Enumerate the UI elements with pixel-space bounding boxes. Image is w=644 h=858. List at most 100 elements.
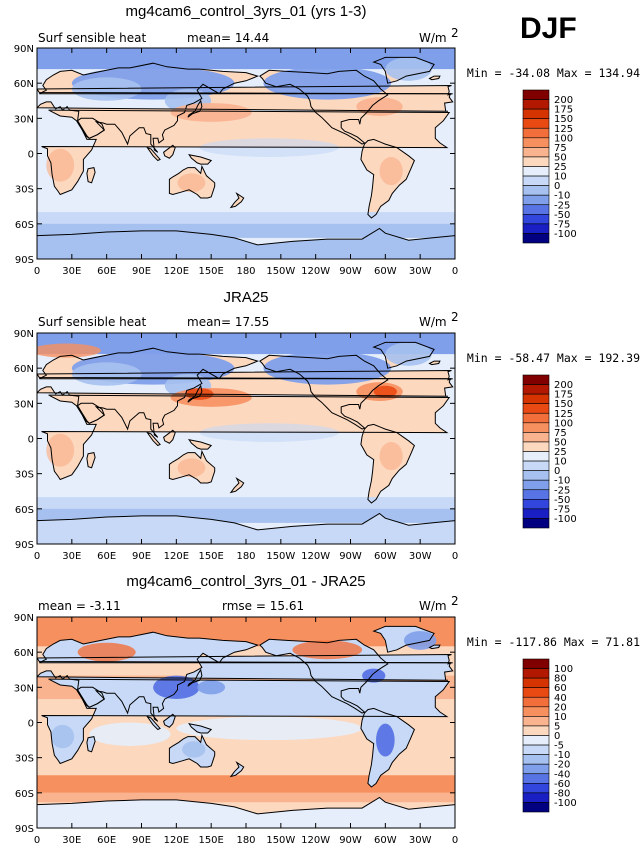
season-label: DJF	[520, 12, 577, 45]
lon-tick-label: 90W	[339, 266, 362, 277]
colorbar-swatch	[522, 479, 550, 491]
min-max-label: Min = -117.86 Max = 71.81	[467, 635, 640, 649]
antarctica-diff	[37, 797, 455, 828]
coastline	[145, 146, 161, 162]
colorbar-swatch	[522, 499, 550, 510]
colorbar-label: -10	[554, 750, 570, 761]
coastline	[168, 733, 216, 768]
colorbar-label: -75	[554, 504, 570, 515]
arctic-field	[37, 48, 455, 70]
coastline	[168, 164, 216, 199]
southamerica-warm	[379, 157, 403, 186]
colorbar-swatch	[522, 716, 550, 727]
land-diff	[429, 645, 440, 649]
coastline	[259, 69, 389, 145]
colorbar-label: 25	[554, 447, 567, 458]
lat-tick-label: 30N	[14, 114, 34, 125]
colorbar-swatch	[522, 223, 550, 234]
lat-tick-label: 60S	[15, 220, 34, 231]
coastline	[372, 56, 435, 84]
coastline	[187, 668, 203, 687]
lon-tick-label: 0	[34, 551, 40, 562]
lat-tick-label: 90S	[15, 255, 34, 266]
colorbar-swatch	[522, 706, 550, 717]
land-diff	[37, 632, 453, 722]
coastline	[37, 512, 455, 544]
colorbar-label: 40	[554, 693, 567, 704]
lon-tick-label: 90E	[132, 266, 151, 277]
colorbar-swatch	[522, 696, 550, 708]
coastline	[428, 644, 441, 650]
coastline	[259, 638, 389, 714]
australia-warm	[177, 458, 206, 478]
lon-tick-label: 30W	[409, 551, 432, 562]
map-field	[37, 617, 455, 828]
lat-tick-label: 90S	[15, 824, 34, 835]
lat-tick-label: 90N	[14, 613, 34, 624]
min-max-label: Min = -34.08 Max = 134.94	[467, 66, 640, 80]
colorbar-swatch	[522, 802, 550, 813]
coastline	[187, 384, 203, 403]
land-field	[189, 154, 212, 165]
lon-tick-label: 150W	[266, 551, 295, 562]
coastline	[428, 360, 441, 366]
kuroshio-field	[170, 103, 252, 122]
lat-tick-label: 30N	[14, 683, 34, 694]
colorbar-swatch	[522, 783, 550, 794]
coastline	[41, 109, 451, 196]
colorbar-label: -100	[554, 798, 577, 809]
lon-tick-label: 90W	[339, 551, 362, 562]
colorbar-swatch	[522, 470, 550, 481]
africa-diff	[50, 724, 75, 749]
australia-warm	[177, 173, 206, 193]
coastline	[41, 394, 451, 481]
colorbar-label: 75	[554, 428, 567, 439]
panel-title: mg4cam6_control_3yrs_01 (yrs 1-3)	[126, 3, 367, 20]
land-diff	[147, 716, 161, 730]
colorbar-label: 80	[554, 674, 567, 685]
colorbar-swatch	[522, 175, 550, 186]
lat-tick-label: 0	[28, 719, 34, 730]
coastline	[428, 75, 441, 81]
southamerica-warm	[379, 442, 403, 471]
kuroshio-diff	[197, 680, 226, 695]
coastline	[145, 715, 161, 731]
colorbar-label: -50	[554, 210, 570, 221]
colorbar-swatch	[522, 518, 550, 529]
lon-tick-label: 0	[452, 266, 458, 277]
lon-tick-label: 60W	[374, 835, 397, 846]
coastline	[188, 438, 213, 450]
coastline	[188, 153, 213, 165]
coastline	[188, 722, 213, 734]
lon-tick-label: 30E	[62, 266, 81, 277]
colorbar-swatch	[522, 185, 550, 196]
colorbar-swatch	[522, 118, 550, 129]
antarctica-field	[37, 228, 455, 259]
lon-tick-label: 120W	[301, 266, 330, 277]
lon-tick-label: 60E	[97, 551, 116, 562]
colorbar-swatch	[522, 89, 550, 100]
colorbar-label: 200	[554, 95, 573, 106]
coastline	[37, 654, 453, 665]
lon-tick-label: 150E	[198, 266, 223, 277]
lon-tick-label: 120E	[164, 266, 189, 277]
land-field	[147, 147, 161, 161]
lon-tick-label: 0	[34, 266, 40, 277]
colorbar-label: -80	[554, 788, 570, 799]
lat-tick-label: 30N	[14, 399, 34, 410]
colorbar-label: 150	[554, 399, 573, 410]
lat-tick-label: 60S	[15, 505, 34, 516]
land-diff	[189, 723, 212, 733]
colorbar-label: -25	[554, 200, 570, 211]
units-label: W/m	[419, 31, 447, 45]
lon-tick-label: 0	[34, 835, 40, 846]
russia-field	[71, 77, 142, 101]
colorbar-swatch	[522, 687, 550, 698]
colorbar-swatch	[522, 754, 550, 765]
center-label: mean= 17.55	[187, 315, 269, 329]
lon-tick-label: 180	[236, 551, 255, 562]
land-diff	[86, 736, 96, 752]
land-field	[429, 76, 440, 80]
colorbar-swatch	[522, 233, 550, 244]
